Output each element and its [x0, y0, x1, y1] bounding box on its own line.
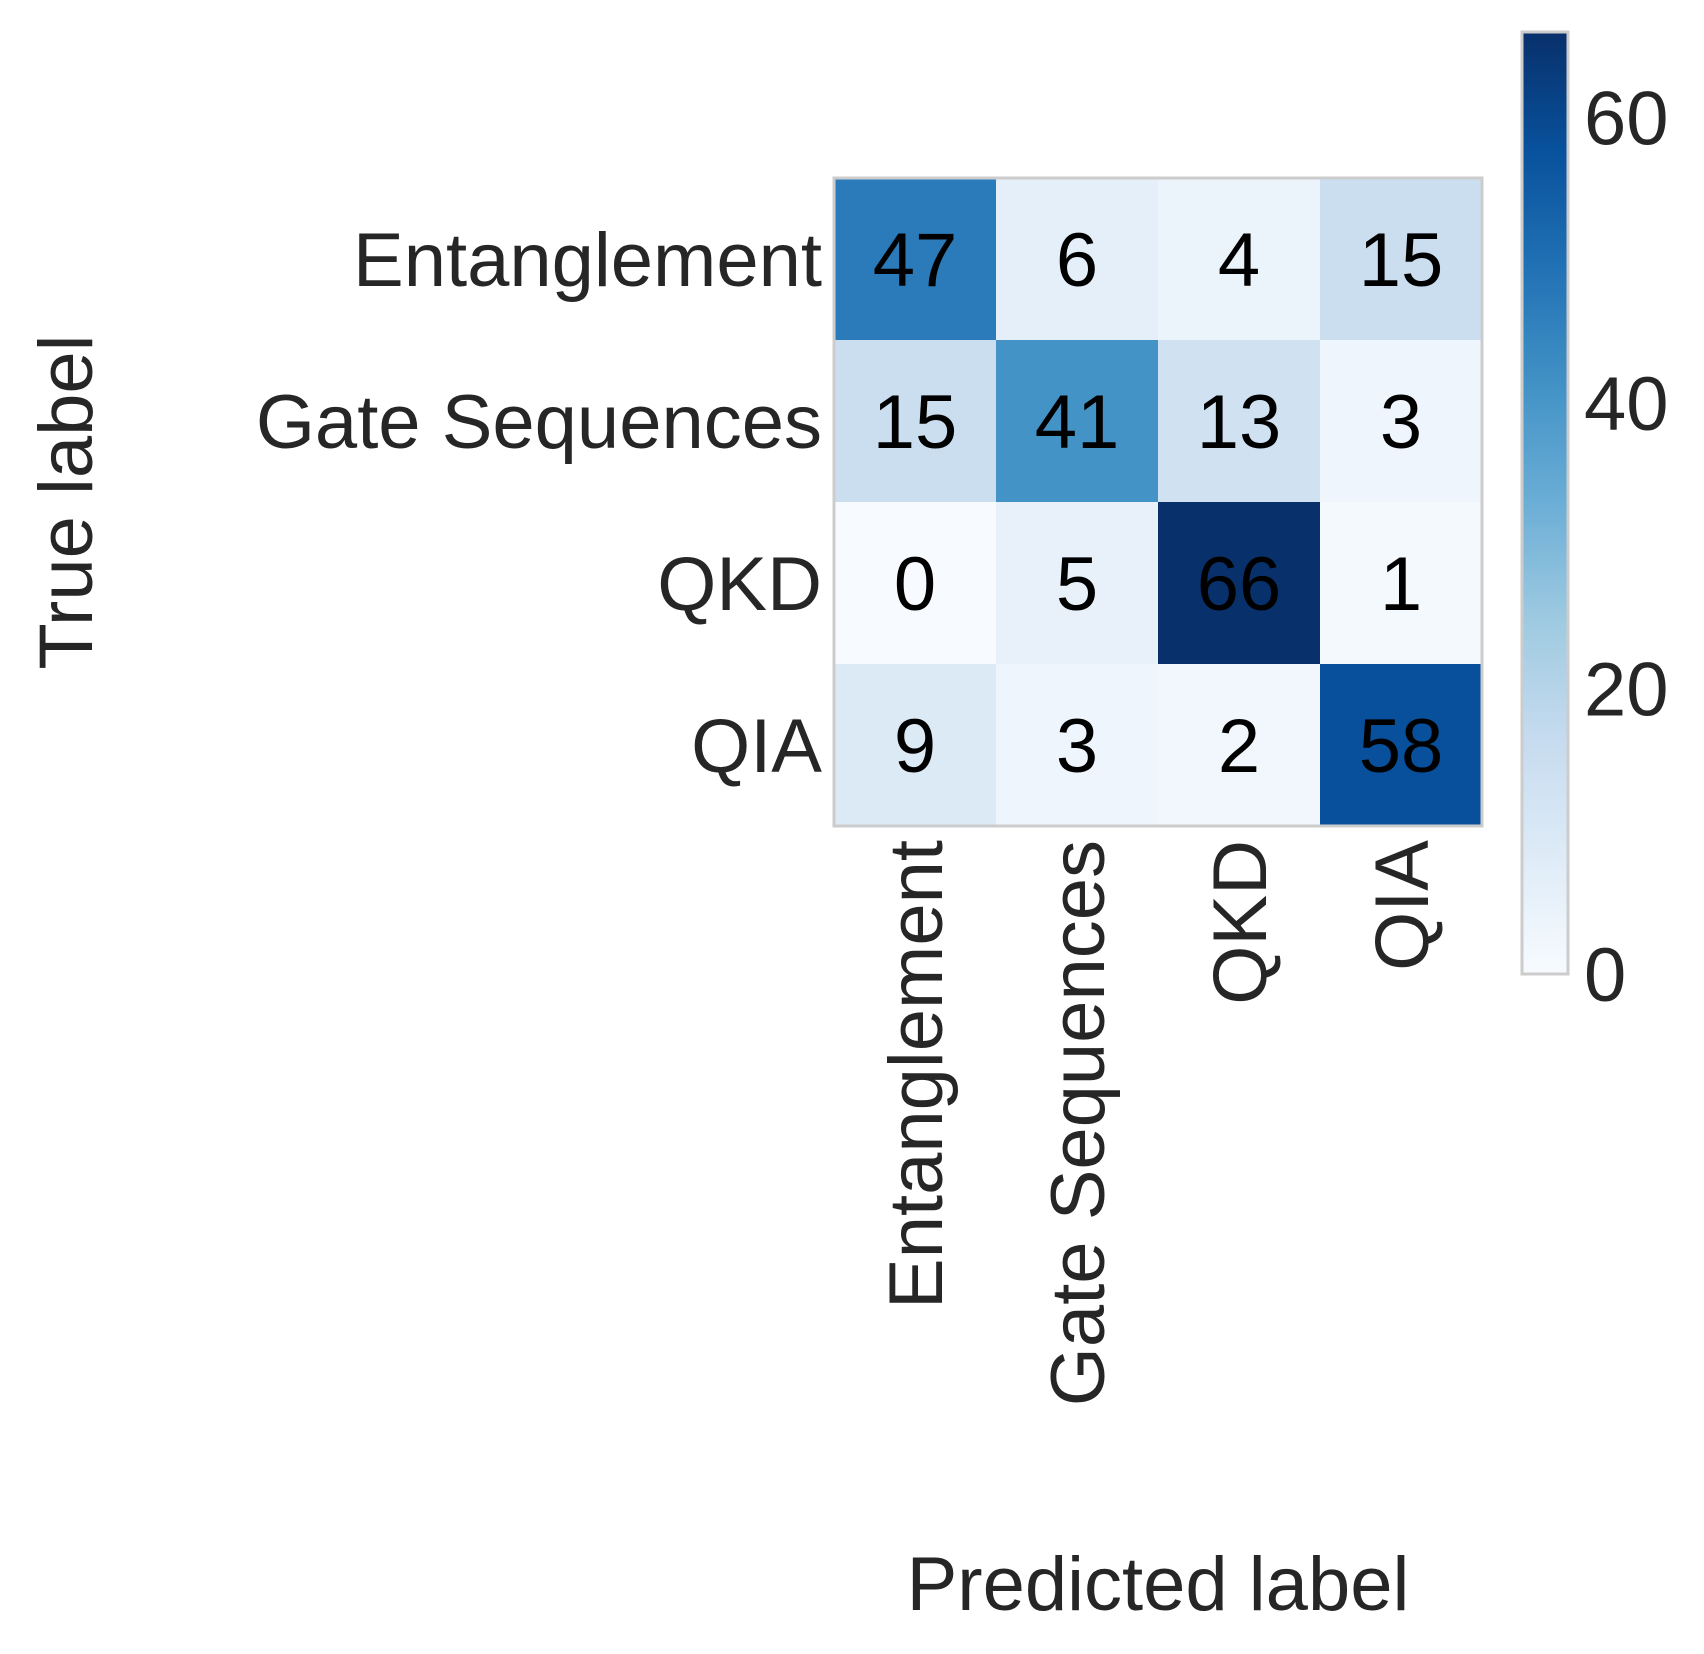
- cell-value-label: 3: [1056, 704, 1098, 789]
- heatmap-cell-r2-c1: [996, 502, 1158, 664]
- heatmap-cell-r3-c2: [1158, 664, 1320, 826]
- heatmap-cell-r3-c0: [834, 664, 996, 826]
- cell-value-label: 2: [1218, 704, 1260, 789]
- heatmap-cell-r1-c2: [1158, 340, 1320, 502]
- heatmap-cell-r1-c1: [996, 340, 1158, 502]
- heatmap-cell-r3-c1: [996, 664, 1158, 826]
- y-tick-label: QIA: [691, 704, 822, 789]
- x-axis-label: Predicted label: [907, 1542, 1410, 1627]
- heatmap-cell-r2-c0: [834, 502, 996, 664]
- heatmap-cell-r1-c3: [1320, 340, 1482, 502]
- heatmap-cell-r2-c2: [1158, 502, 1320, 664]
- cell-value-label: 1: [1380, 542, 1422, 627]
- colorbar-tick-label: 40: [1584, 362, 1669, 447]
- heatmap-cells: [834, 178, 1482, 826]
- colorbar-tick-label: 0: [1584, 933, 1626, 1018]
- colorbar-tick-label: 20: [1584, 648, 1669, 733]
- y-tick-label: Entanglement: [353, 218, 822, 303]
- cell-value-label: 0: [894, 542, 936, 627]
- heatmap-cell-labels: 47 6 4 15 15 41 13 3 0 5 66 1 9 3 2 58: [873, 218, 1444, 789]
- x-tick-label: QKD: [1198, 840, 1283, 1005]
- cell-value-label: 58: [1359, 704, 1444, 789]
- cell-value-label: 5: [1056, 542, 1098, 627]
- cell-value-label: 15: [1359, 218, 1444, 303]
- heatmap-cell-r3-c3: [1320, 664, 1482, 826]
- heatmap-cell-r1-c0: [834, 340, 996, 502]
- cell-value-label: 41: [1035, 380, 1120, 465]
- cell-value-label: 66: [1197, 542, 1282, 627]
- y-axis-label: True label: [24, 334, 109, 669]
- cell-value-label: 15: [873, 380, 958, 465]
- x-tick-label: Entanglement: [874, 840, 959, 1309]
- x-tick-label: Gate Sequences: [1036, 840, 1121, 1406]
- cell-value-label: 9: [894, 704, 936, 789]
- colorbar: [1520, 30, 1570, 976]
- colorbar-tick-labels: 0 20 40 60: [1584, 77, 1669, 1018]
- cell-value-label: 6: [1056, 218, 1098, 303]
- plot-frame: [832, 176, 1484, 828]
- heatmap-cell-r2-c3: [1320, 502, 1482, 664]
- cell-value-label: 47: [873, 218, 958, 303]
- y-tick-label: Gate Sequences: [256, 380, 822, 465]
- heatmap-cell-r0-c1: [996, 178, 1158, 340]
- heatmap-cell-r0-c0: [834, 178, 996, 340]
- cell-value-label: 4: [1218, 218, 1260, 303]
- heatmap-cell-r0-c3: [1320, 178, 1482, 340]
- cell-value-label: 3: [1380, 380, 1422, 465]
- x-tick-labels: Entanglement Gate Sequences QKD QIA: [874, 840, 1445, 1406]
- colorbar-tick-label: 60: [1584, 77, 1669, 162]
- x-tick-label: QIA: [1360, 840, 1445, 971]
- y-tick-labels: Entanglement Gate Sequences QKD QIA: [256, 218, 822, 789]
- heatmap-cell-r0-c2: [1158, 178, 1320, 340]
- y-tick-label: QKD: [657, 542, 822, 627]
- cell-value-label: 13: [1197, 380, 1282, 465]
